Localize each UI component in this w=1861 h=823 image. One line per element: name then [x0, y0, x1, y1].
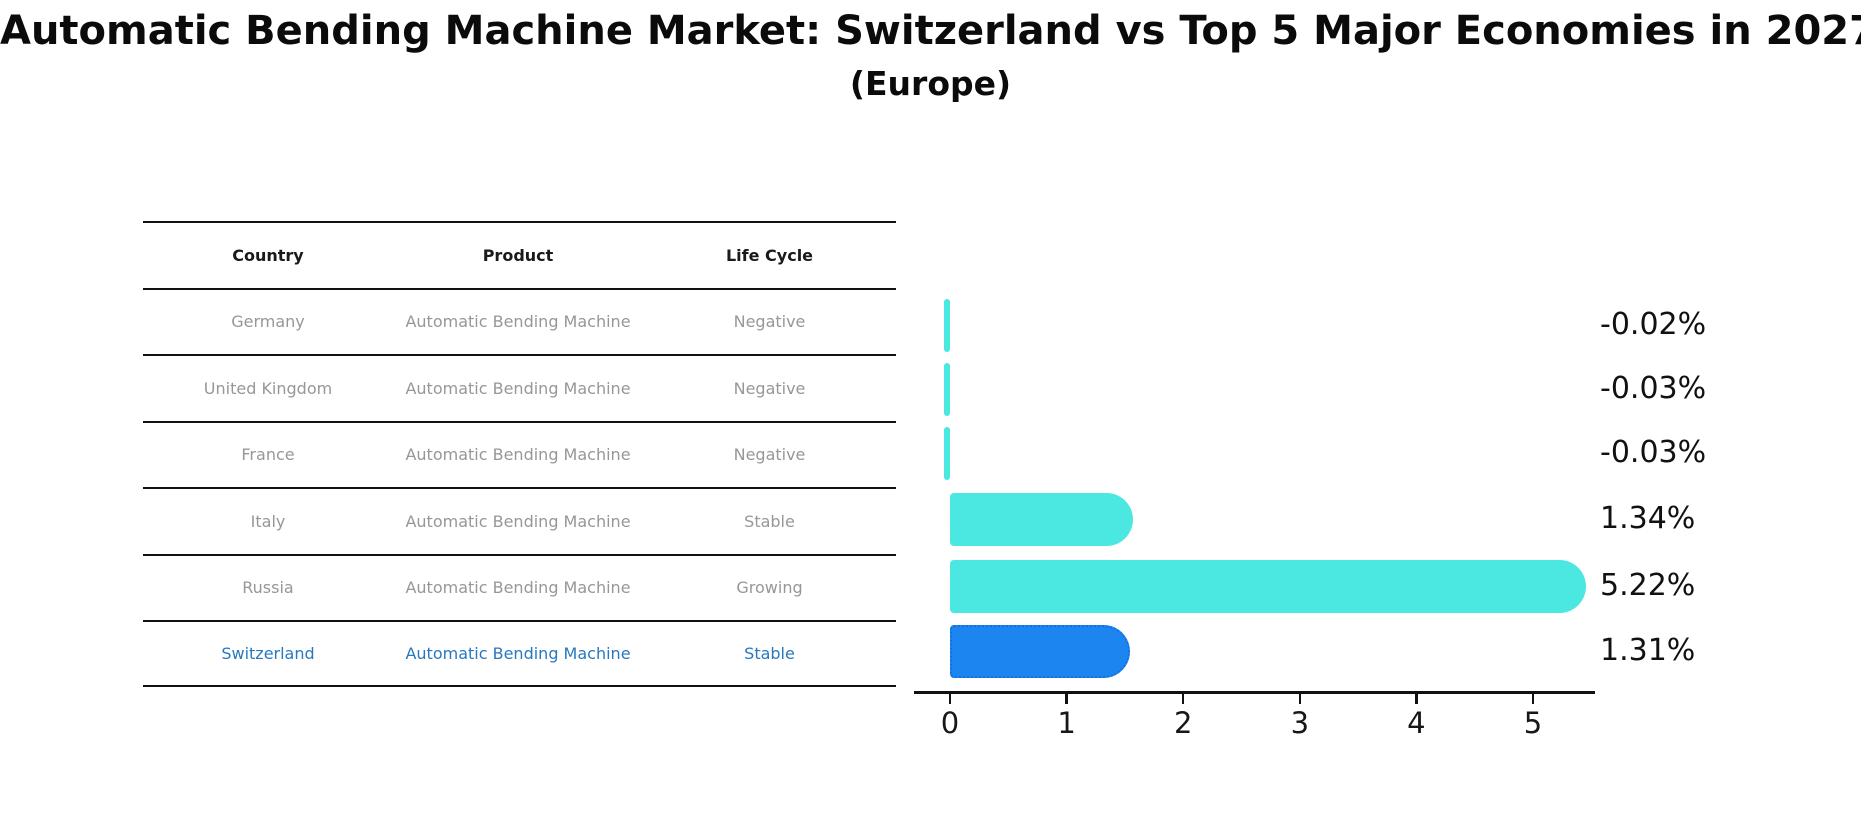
cell-country: Switzerland [221, 643, 315, 663]
bar-russia [950, 560, 1586, 613]
x-axis-tick-label: 0 [940, 706, 960, 740]
country-table: Country Product Life Cycle Germany Autom… [143, 221, 896, 687]
table-row-france: France Automatic Bending Machine Negativ… [143, 420, 896, 488]
table-row-italy: Italy Automatic Bending Machine Stable [143, 487, 896, 554]
column-header-product: Product [482, 245, 554, 265]
cell-country: Germany [231, 312, 305, 332]
table-header-row: Country Product Life Cycle [143, 221, 896, 288]
cell-product: Automatic Bending Machine [405, 378, 631, 398]
bar-france [944, 427, 950, 480]
cell-life-cycle: Negative [733, 445, 806, 465]
bar-value-label: 1.31% [1600, 633, 1696, 668]
cell-life-cycle: Negative [733, 312, 806, 332]
cell-life-cycle: Negative [733, 378, 806, 398]
cell-product: Automatic Bending Machine [405, 445, 631, 465]
bar-italy [950, 493, 1134, 546]
table-row-russia: Russia Automatic Bending Machine Growing [143, 553, 896, 621]
bar-value-label: -0.03% [1600, 371, 1707, 406]
cell-product: Automatic Bending Machine [405, 312, 631, 332]
x-axis-tick [1531, 694, 1535, 704]
x-axis-line [914, 691, 1595, 694]
x-axis-tick-label: 4 [1407, 706, 1426, 740]
bar-united-kingdom [944, 363, 950, 416]
x-axis-tick [1065, 694, 1068, 704]
x-axis-tick-label: 3 [1290, 706, 1310, 740]
bar-value-label: -0.03% [1600, 435, 1707, 470]
cell-country: United Kingdom [203, 378, 333, 398]
x-axis-tick [1298, 694, 1302, 704]
chart-title: Automatic Bending Machine Market: Switze… [0, 8, 1861, 54]
chart-subtitle: (Europe) [849, 64, 1012, 103]
bar-value-label: -0.02% [1600, 307, 1707, 342]
cell-life-cycle: Growing [736, 578, 803, 598]
cell-country: Russia [242, 578, 294, 598]
cell-life-cycle: Stable [744, 511, 795, 531]
cell-product: Automatic Bending Machine [405, 643, 631, 663]
x-axis-tick [948, 694, 952, 704]
cell-product: Automatic Bending Machine [405, 511, 631, 531]
bar-value-label: 5.22% [1600, 568, 1696, 603]
bar-germany [944, 299, 950, 352]
x-axis-tick-label: 1 [1057, 706, 1076, 740]
bar-switzerland-highlighted [950, 625, 1130, 678]
table-row-united-kingdom: United Kingdom Automatic Bending Machine… [143, 354, 896, 421]
x-axis-tick [1181, 694, 1185, 704]
column-header-life-cycle: Life Cycle [725, 245, 814, 265]
table-row-germany: Germany Automatic Bending Machine Negati… [143, 287, 896, 355]
x-axis-tick [1415, 694, 1418, 704]
cell-product: Automatic Bending Machine [405, 578, 631, 598]
cell-country: France [241, 445, 295, 465]
column-header-country: Country [232, 245, 304, 265]
table-row-switzerland: Switzerland Automatic Bending Machine St… [143, 620, 896, 687]
bar-value-label: 1.34% [1600, 501, 1696, 536]
x-axis-tick-label: 2 [1173, 706, 1193, 740]
cell-life-cycle: Stable [744, 643, 795, 663]
x-axis-tick-label: 5 [1523, 706, 1543, 740]
cell-country: Italy [250, 511, 286, 531]
